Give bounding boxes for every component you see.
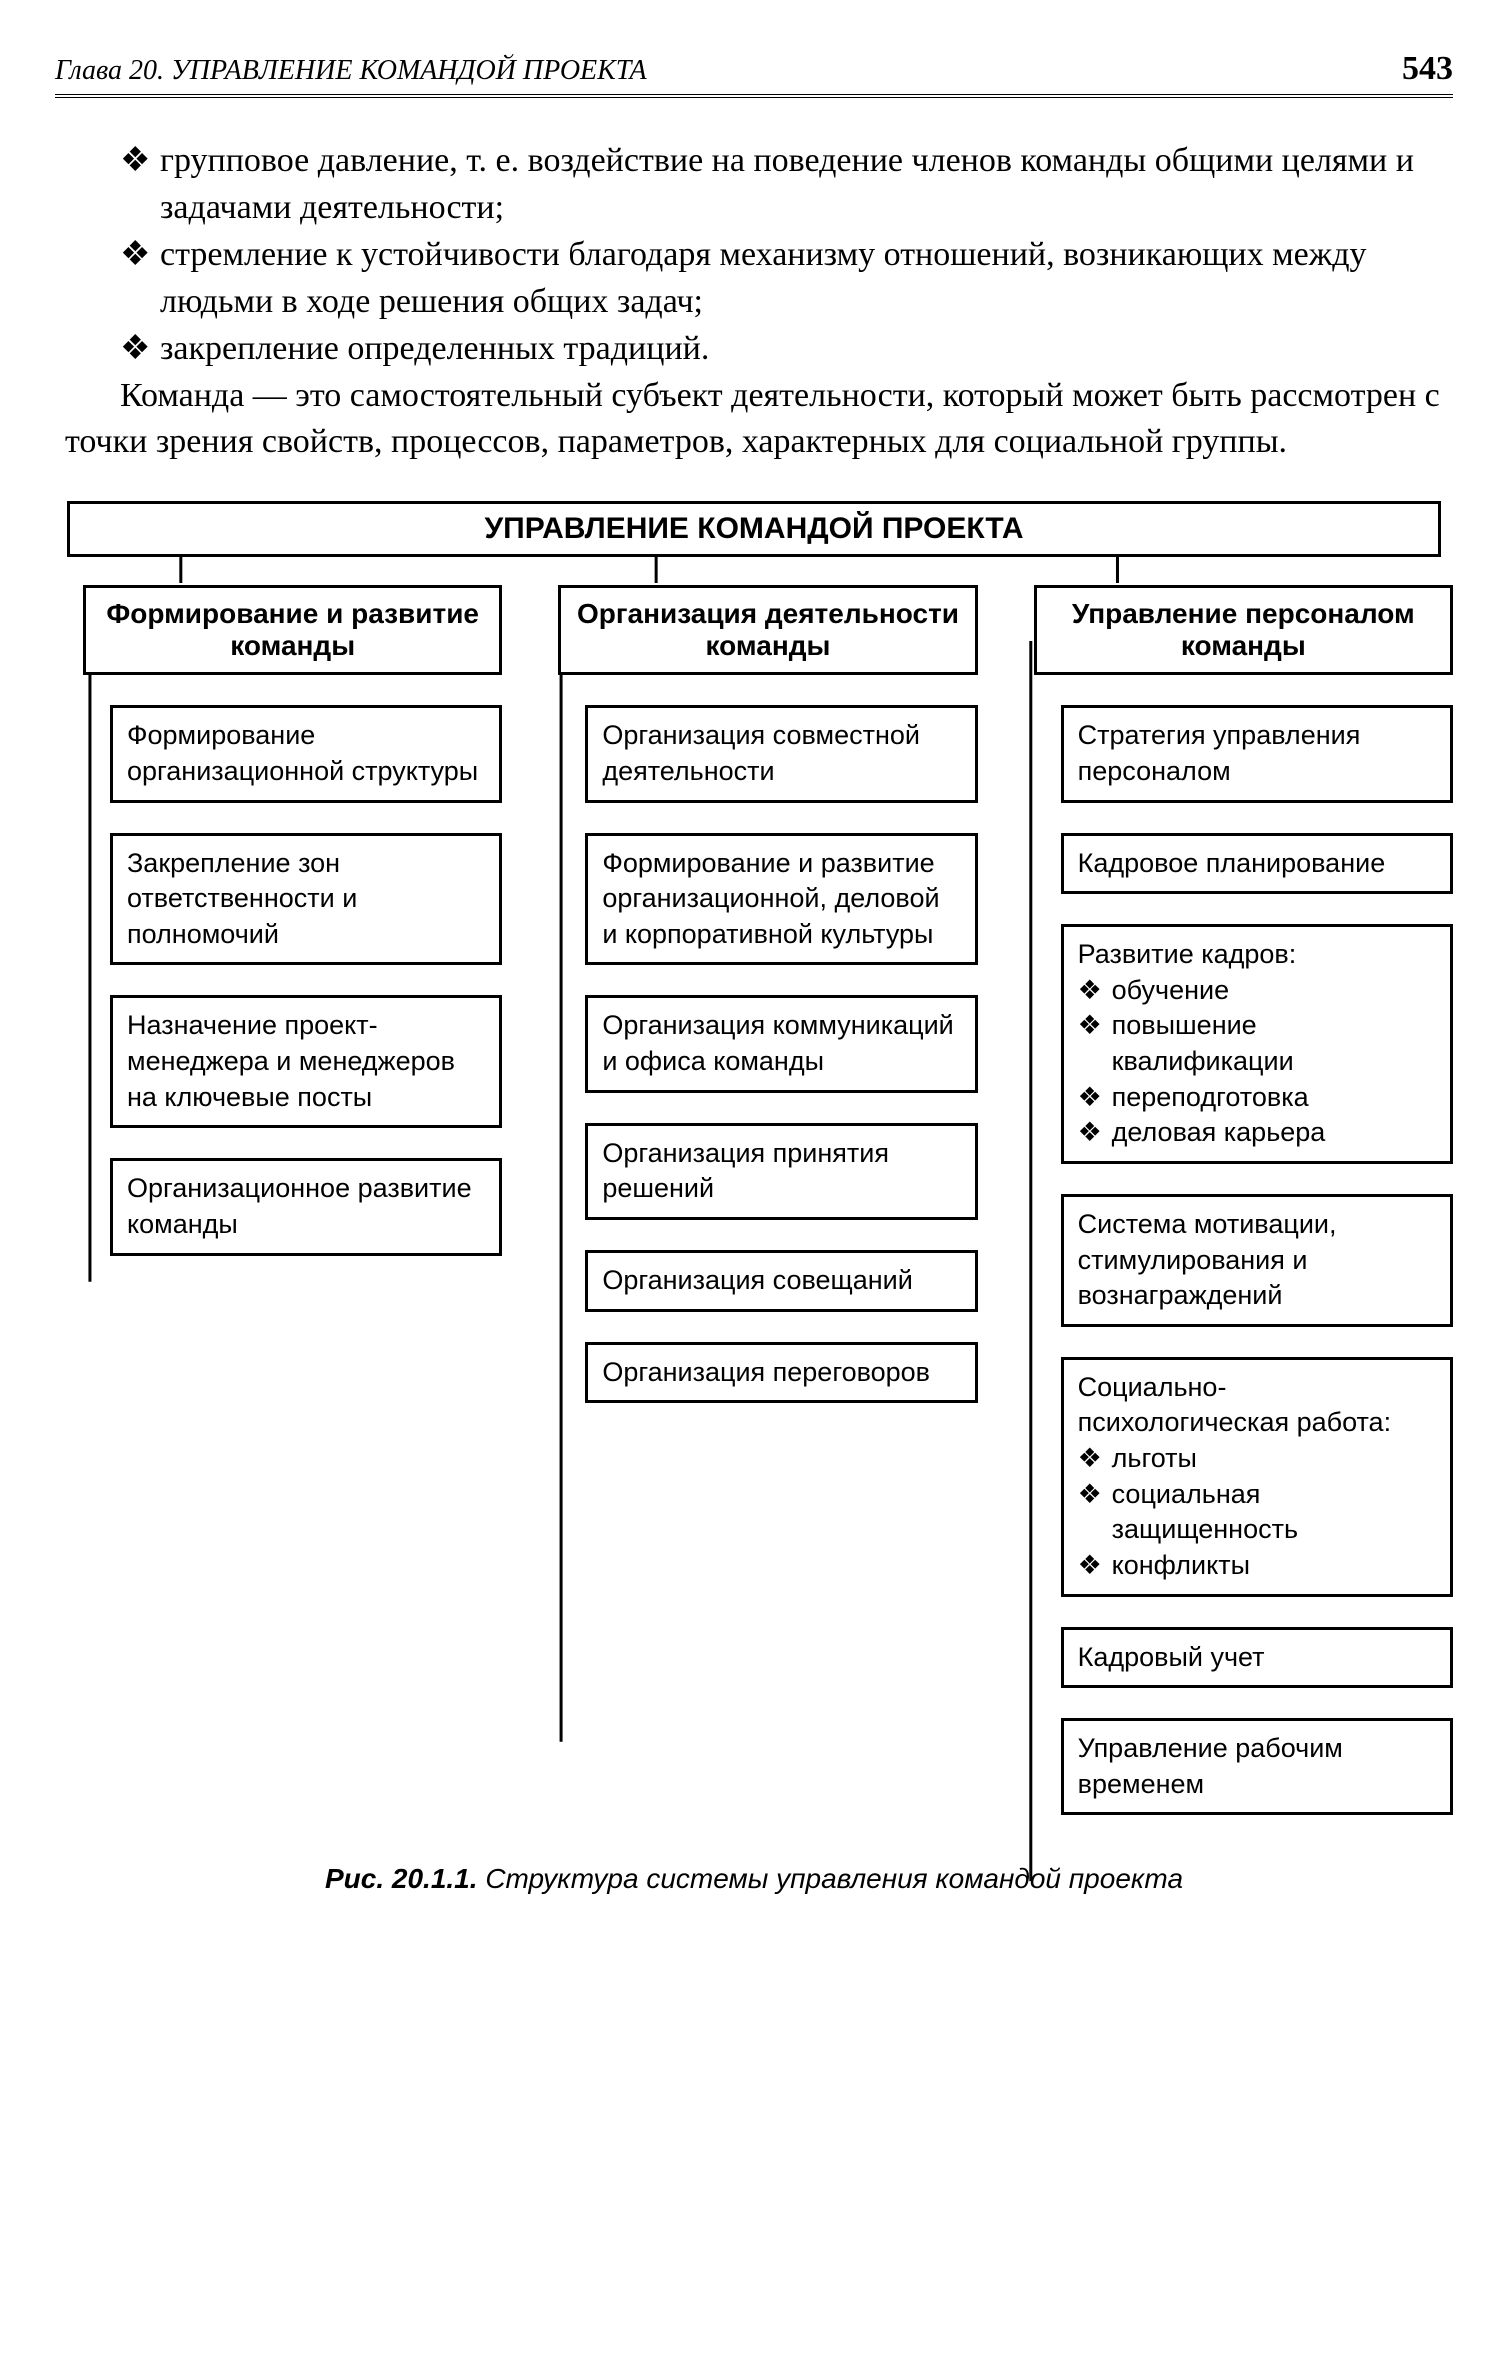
column-item: Закрепление зон ответственности и полном… bbox=[110, 833, 502, 966]
column-item: Социально-психологическая работа:❖льготы… bbox=[1061, 1357, 1453, 1597]
diamond-icon: ❖ bbox=[1078, 1548, 1112, 1584]
column-item: Стратегия управления персоналом bbox=[1061, 705, 1453, 802]
page-header: Глава 20. УПРАВЛЕНИЕ КОМАНДОЙ ПРОЕКТА 54… bbox=[55, 50, 1453, 98]
bullet-list: ❖ групповое давление, т. е. воздействие … bbox=[120, 138, 1443, 373]
column-header: Управление персоналом команды bbox=[1034, 585, 1453, 675]
column-header: Организация деятельности команды bbox=[558, 585, 977, 675]
item-text: Формирование и развитие организационной,… bbox=[602, 846, 960, 953]
sub-text: переподготовка bbox=[1112, 1080, 1309, 1116]
column-item: Кадровое планирование bbox=[1061, 833, 1453, 895]
item-text: Социально-психологическая работа: bbox=[1078, 1370, 1436, 1441]
diamond-icon: ❖ bbox=[120, 232, 160, 326]
item-text: Организационное развитие команды bbox=[127, 1171, 485, 1242]
sub-text: обучение bbox=[1112, 973, 1229, 1009]
body-text: ❖ групповое давление, т. е. воздействие … bbox=[65, 138, 1443, 466]
item-text: Организация коммуникаций и офиса команды bbox=[602, 1008, 960, 1079]
diamond-icon: ❖ bbox=[1078, 973, 1112, 1009]
sub-text: льготы bbox=[1112, 1441, 1197, 1477]
item-text: Формирование организационной структуры bbox=[127, 718, 485, 789]
column-item: Организационное развитие команды bbox=[110, 1158, 502, 1255]
item-text: Управление рабочим временем bbox=[1078, 1731, 1436, 1802]
column-item: Организация коммуникаций и офиса команды bbox=[585, 995, 977, 1092]
diagram-title: УПРАВЛЕНИЕ КОМАНДОЙ ПРОЕКТА bbox=[67, 501, 1441, 557]
sub-item: ❖обучение bbox=[1078, 973, 1436, 1009]
diamond-icon: ❖ bbox=[1078, 1115, 1112, 1151]
column-item: Формирование и развитие организационной,… bbox=[585, 833, 977, 966]
page-number: 543 bbox=[1402, 50, 1453, 88]
sub-text: социальная защищенность bbox=[1112, 1477, 1436, 1548]
column-header: Формирование и развитие команды bbox=[83, 585, 502, 675]
item-text: Организация совместной деятельности bbox=[602, 718, 960, 789]
column-item: Кадровый учет bbox=[1061, 1627, 1453, 1689]
column-item: Управление рабочим временем bbox=[1061, 1718, 1453, 1815]
column: Формирование и развитие команды Формирова… bbox=[55, 557, 502, 1815]
item-text: Организация переговоров bbox=[602, 1355, 960, 1391]
column-item: Организация совещаний bbox=[585, 1250, 977, 1312]
column-item: Организация переговоров bbox=[585, 1342, 977, 1404]
sub-item: ❖льготы bbox=[1078, 1441, 1436, 1477]
diamond-icon: ❖ bbox=[1078, 1008, 1112, 1079]
column-item: Формирование организационной структуры bbox=[110, 705, 502, 802]
bullet-item: ❖ стремление к устойчивости благодаря ме… bbox=[120, 232, 1443, 326]
bullet-text: групповое давление, т. е. воздействие на… bbox=[160, 138, 1443, 232]
chapter-title: Глава 20. УПРАВЛЕНИЕ КОМАНДОЙ ПРОЕКТА bbox=[55, 55, 647, 87]
item-text: Система мотивации, стимулирования и возн… bbox=[1078, 1207, 1436, 1314]
columns: Формирование и развитие команды Формирова… bbox=[55, 557, 1453, 1815]
diagram: УПРАВЛЕНИЕ КОМАНДОЙ ПРОЕКТА Формирование… bbox=[55, 501, 1453, 1895]
caption-text: Структура системы управления командой пр… bbox=[485, 1863, 1183, 1894]
column-item: Система мотивации, стимулирования и возн… bbox=[1061, 1194, 1453, 1327]
item-text: Кадровое планирование bbox=[1078, 846, 1436, 882]
item-text: Организация принятия решений bbox=[602, 1136, 960, 1207]
column-item: Развитие кадров:❖обучение❖повышение квал… bbox=[1061, 924, 1453, 1164]
bullet-item: ❖ групповое давление, т. е. воздействие … bbox=[120, 138, 1443, 232]
figure-caption: Рис. 20.1.1. Структура системы управлени… bbox=[55, 1863, 1453, 1895]
item-text: Кадровый учет bbox=[1078, 1640, 1436, 1676]
column-item: Организация принятия решений bbox=[585, 1123, 977, 1220]
sub-text: конфликты bbox=[1112, 1548, 1250, 1584]
item-text: Закрепление зон ответственности и полном… bbox=[127, 846, 485, 953]
sub-item: ❖переподготовка bbox=[1078, 1080, 1436, 1116]
diamond-icon: ❖ bbox=[120, 138, 160, 232]
sub-item: ❖деловая карьера bbox=[1078, 1115, 1436, 1151]
column: Управление персоналом команды Стратегия у… bbox=[1006, 557, 1453, 1815]
column: Организация деятельности команды Организа… bbox=[530, 557, 977, 1815]
bullet-text: закрепление определенных традиций. bbox=[160, 326, 709, 373]
paragraph: Команда — это самостоятельный субъект де… bbox=[65, 373, 1443, 467]
sub-text: деловая карьера bbox=[1112, 1115, 1326, 1151]
sub-item: ❖социальная защищенность bbox=[1078, 1477, 1436, 1548]
diamond-icon: ❖ bbox=[1078, 1477, 1112, 1548]
item-text: Развитие кадров: bbox=[1078, 937, 1436, 973]
caption-label: Рис. 20.1.1. bbox=[325, 1863, 478, 1894]
column-item: Назначение проект-менеджера и менеджеров… bbox=[110, 995, 502, 1128]
sub-item: ❖конфликты bbox=[1078, 1548, 1436, 1584]
bullet-text: стремление к устойчивости благодаря меха… bbox=[160, 232, 1443, 326]
diamond-icon: ❖ bbox=[1078, 1080, 1112, 1116]
item-text: Назначение проект-менеджера и менеджеров… bbox=[127, 1008, 485, 1115]
sub-text: повышение квалификации bbox=[1112, 1008, 1436, 1079]
bullet-item: ❖ закрепление определенных традиций. bbox=[120, 326, 1443, 373]
diamond-icon: ❖ bbox=[1078, 1441, 1112, 1477]
item-text: Организация совещаний bbox=[602, 1263, 960, 1299]
diamond-icon: ❖ bbox=[120, 326, 160, 373]
item-text: Стратегия управления персоналом bbox=[1078, 718, 1436, 789]
column-item: Организация совместной деятельности bbox=[585, 705, 977, 802]
sub-item: ❖повышение квалификации bbox=[1078, 1008, 1436, 1079]
